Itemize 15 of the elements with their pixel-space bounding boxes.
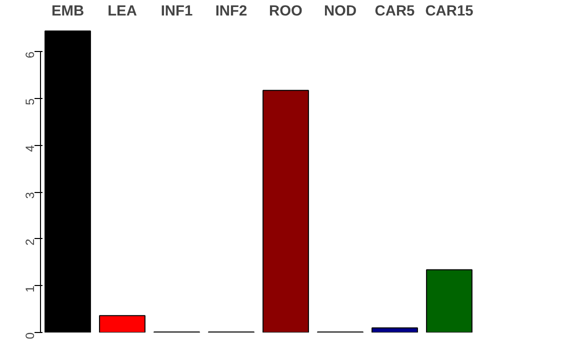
y-tick-label: 2: [23, 238, 37, 246]
y-tick-label: 1: [23, 285, 37, 292]
y-tick-label: 5: [23, 98, 37, 106]
y-tick-label: 0: [23, 332, 37, 340]
x-tick-label: INF2: [215, 4, 248, 20]
x-tick-label: EMB: [51, 4, 84, 20]
y-tick-label: 6: [23, 51, 37, 58]
x-tick-label: INF1: [160, 4, 193, 20]
x-tick-label: ROO: [269, 4, 302, 20]
x-tick-label: LEA: [108, 4, 138, 20]
x-tick-label: CAR5: [374, 4, 415, 20]
y-tick-label: 4: [23, 144, 37, 152]
x-tick-label: CAR15: [425, 4, 474, 20]
x-tick-label: NOD: [324, 4, 357, 20]
y-tick-label: 3: [23, 192, 37, 199]
